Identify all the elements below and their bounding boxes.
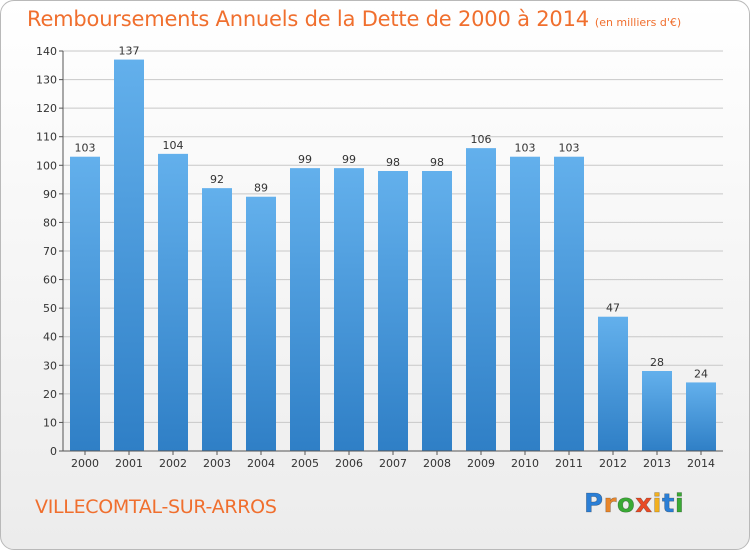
data-label: 89 (254, 182, 268, 195)
bar (554, 156, 584, 451)
data-label: 98 (430, 156, 444, 169)
bar (290, 168, 320, 451)
x-tick-label: 2009 (467, 457, 495, 470)
bar (598, 316, 628, 451)
bar (510, 156, 540, 451)
logo-letter: i (652, 489, 662, 520)
y-tick-label: 90 (43, 188, 57, 201)
bar (202, 188, 232, 451)
data-label: 104 (163, 139, 184, 152)
y-tick-label: 20 (43, 388, 57, 401)
logo-letter: t (661, 489, 675, 520)
bar (378, 171, 408, 451)
x-tick-label: 2006 (335, 457, 363, 470)
data-label: 99 (342, 153, 356, 166)
bar (246, 196, 276, 451)
y-tick-label: 30 (43, 359, 57, 372)
data-label: 28 (650, 356, 664, 369)
unit-note: (en milliers d'€) (594, 16, 682, 29)
x-tick-label: 2003 (203, 457, 231, 470)
data-label: 103 (515, 142, 536, 155)
x-tick-label: 2007 (379, 457, 407, 470)
bar (422, 171, 452, 451)
bar (466, 148, 496, 451)
logo-letter: x (635, 489, 653, 520)
logo-letter: r (603, 489, 617, 520)
y-tick-label: 120 (36, 102, 57, 115)
x-tick-label: 2010 (511, 457, 539, 470)
logo-letter: o (616, 489, 636, 520)
y-tick-label: 50 (43, 302, 57, 315)
y-tick-label: 110 (36, 131, 57, 144)
x-tick-label: 2013 (643, 457, 671, 470)
x-tick-label: 2002 (159, 457, 187, 470)
data-label: 24 (694, 367, 708, 380)
bar (334, 168, 364, 451)
x-tick-label: 2005 (291, 457, 319, 470)
x-tick-label: 2011 (555, 457, 583, 470)
x-tick-label: 2012 (599, 457, 627, 470)
y-tick-label: 60 (43, 274, 57, 287)
y-tick-label: 100 (36, 159, 57, 172)
bar (114, 59, 144, 451)
y-tick-label: 10 (43, 416, 57, 429)
data-label: 103 (559, 142, 580, 155)
y-tick-label: 140 (36, 45, 57, 58)
x-tick-label: 2001 (115, 457, 143, 470)
bar (686, 382, 716, 451)
data-label: 137 (119, 45, 140, 58)
logo-letter: i (674, 489, 685, 520)
y-tick-label: 130 (36, 74, 57, 87)
logo-letter: P (584, 489, 604, 520)
x-tick-label: 2000 (71, 457, 99, 470)
data-label: 47 (606, 302, 620, 315)
x-tick-label: 2004 (247, 457, 275, 470)
data-label: 99 (298, 153, 312, 166)
commune-name: VILLECOMTAL-SUR-ARROS (35, 496, 277, 518)
x-tick-label: 2008 (423, 457, 451, 470)
chart-title-text: Remboursements Annuels de la Dette de 20… (27, 7, 589, 31)
bar (158, 153, 188, 451)
proxiti-logo: Proxiti (584, 489, 685, 520)
y-tick-label: 70 (43, 245, 57, 258)
bar (642, 371, 672, 451)
y-tick-label: 0 (50, 445, 57, 458)
y-tick-label: 40 (43, 331, 57, 344)
data-label: 103 (75, 142, 96, 155)
x-tick-label: 2014 (687, 457, 715, 470)
bar (70, 156, 100, 451)
chart-title: Remboursements Annuels de la Dette de 20… (27, 7, 681, 31)
data-label: 106 (471, 133, 492, 146)
y-tick-label: 80 (43, 216, 57, 229)
data-label: 98 (386, 156, 400, 169)
data-label: 92 (210, 173, 224, 186)
